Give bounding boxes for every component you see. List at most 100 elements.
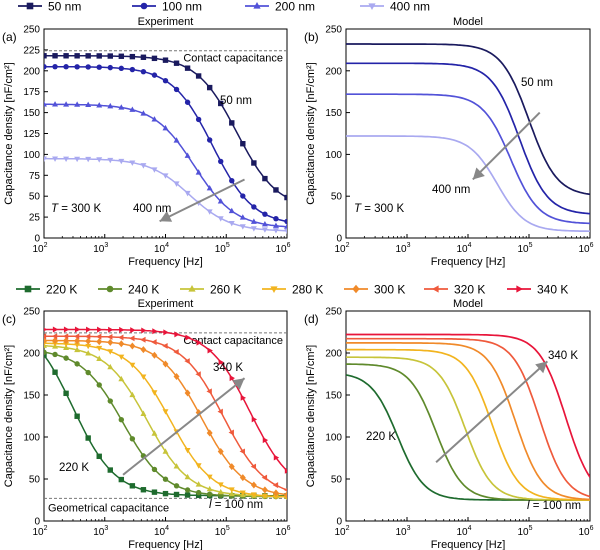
data-point — [184, 99, 191, 105]
y-tick-label: 250 — [325, 25, 342, 36]
data-point — [229, 178, 235, 184]
data-point — [272, 222, 279, 228]
data-point — [151, 116, 158, 122]
x-tick-label: 104 — [154, 242, 169, 255]
y-tick-label: 0 — [34, 234, 40, 245]
annotation: 220 K — [366, 431, 396, 443]
legend-label: 260 K — [210, 283, 241, 297]
data-point — [74, 337, 81, 345]
x-tick-label: 106 — [578, 242, 593, 255]
data-point — [151, 390, 158, 396]
y-tick-label: 200 — [325, 66, 342, 77]
data-point — [107, 64, 113, 71]
data-point — [119, 326, 125, 333]
y-tick-label: 100 — [23, 150, 40, 161]
data-point — [173, 491, 180, 498]
data-point — [44, 101, 47, 107]
y-tick-label: 250 — [23, 307, 40, 318]
data-point — [262, 437, 269, 444]
data-point — [207, 347, 213, 354]
series-line-340-K — [346, 333, 590, 478]
y-tick-label: 150 — [325, 108, 342, 119]
legend-item-bottom-0: 220 K — [16, 283, 77, 297]
data-point — [173, 372, 180, 381]
panel-b: Model (b) Frequency [Hz] Capacitance densit… — [304, 16, 594, 268]
data-point — [162, 173, 169, 179]
legend-marker — [106, 285, 114, 293]
data-point — [206, 388, 212, 395]
legend-label: 200 nm — [275, 0, 315, 14]
data-point — [129, 53, 136, 60]
data-point — [63, 341, 70, 348]
data-point — [118, 354, 125, 360]
data-point — [206, 185, 213, 191]
legend-marker — [352, 284, 360, 294]
x-tick-label: 103 — [93, 242, 108, 255]
legend-marker — [270, 286, 278, 293]
data-point — [206, 137, 213, 143]
legend-label: 320 K — [454, 283, 485, 297]
data-point — [206, 209, 213, 215]
data-point — [44, 156, 47, 162]
data-point — [129, 436, 136, 442]
panel-title: Model — [453, 16, 483, 28]
x-tick-label: 104 — [456, 525, 471, 538]
data-point — [44, 327, 48, 332]
data-point — [163, 329, 169, 336]
y-axis-label: Capacitance density [nF/cm²] — [3, 62, 15, 204]
data-point — [141, 327, 147, 334]
data-point — [85, 350, 92, 356]
annotation: 340 K — [548, 350, 578, 362]
data-point — [96, 64, 102, 70]
y-tick-label: 250 — [325, 307, 342, 318]
y-axis-label: Capacitance density [nF/cm²] — [305, 62, 317, 204]
data-point — [107, 338, 114, 346]
data-point — [52, 351, 58, 358]
data-point — [74, 361, 80, 367]
data-point — [97, 326, 103, 333]
data-point — [184, 152, 191, 158]
trend-arrow — [472, 111, 541, 181]
data-point — [96, 338, 103, 346]
data-point — [228, 221, 235, 227]
data-point — [52, 326, 59, 333]
legend-item-bottom-2: 260 K — [180, 283, 241, 297]
series-line-100-nm — [44, 65, 287, 223]
data-point — [162, 124, 169, 131]
panel-title: Experiment — [138, 16, 194, 28]
series-line-400-nm — [346, 135, 590, 233]
trend-arrow — [435, 360, 549, 463]
data-point — [173, 137, 180, 143]
reference-label: Contact capacitance — [183, 53, 283, 65]
legend-label: 50 nm — [48, 0, 81, 14]
data-point — [228, 207, 235, 214]
data-point — [74, 413, 80, 419]
data-point — [162, 409, 169, 415]
data-point — [107, 398, 113, 404]
data-point — [284, 491, 287, 499]
y-tick-label: 225 — [23, 45, 40, 56]
data-point — [129, 342, 136, 350]
data-point — [239, 224, 246, 230]
data-point — [272, 489, 279, 497]
y-tick-label: 200 — [23, 349, 40, 360]
x-tick-label: 105 — [517, 242, 532, 255]
data-point — [174, 331, 180, 338]
series-line-320-K — [346, 337, 590, 498]
data-point — [151, 430, 158, 436]
data-point — [217, 408, 223, 415]
data-point — [107, 157, 114, 164]
data-point — [44, 352, 47, 358]
y-tick-label: 200 — [325, 349, 342, 360]
series-group — [346, 333, 590, 501]
annotation: 220 K — [59, 462, 89, 474]
trend-arrow-head — [535, 361, 548, 374]
data-point — [96, 102, 103, 108]
y-tick-label: 175 — [23, 87, 40, 98]
y-tick-label: 50 — [331, 192, 343, 203]
data-point — [96, 53, 102, 59]
data-point — [118, 375, 125, 382]
series-group — [44, 53, 287, 234]
legend-label: 280 K — [292, 283, 323, 297]
panel-title: Experiment — [138, 298, 194, 310]
